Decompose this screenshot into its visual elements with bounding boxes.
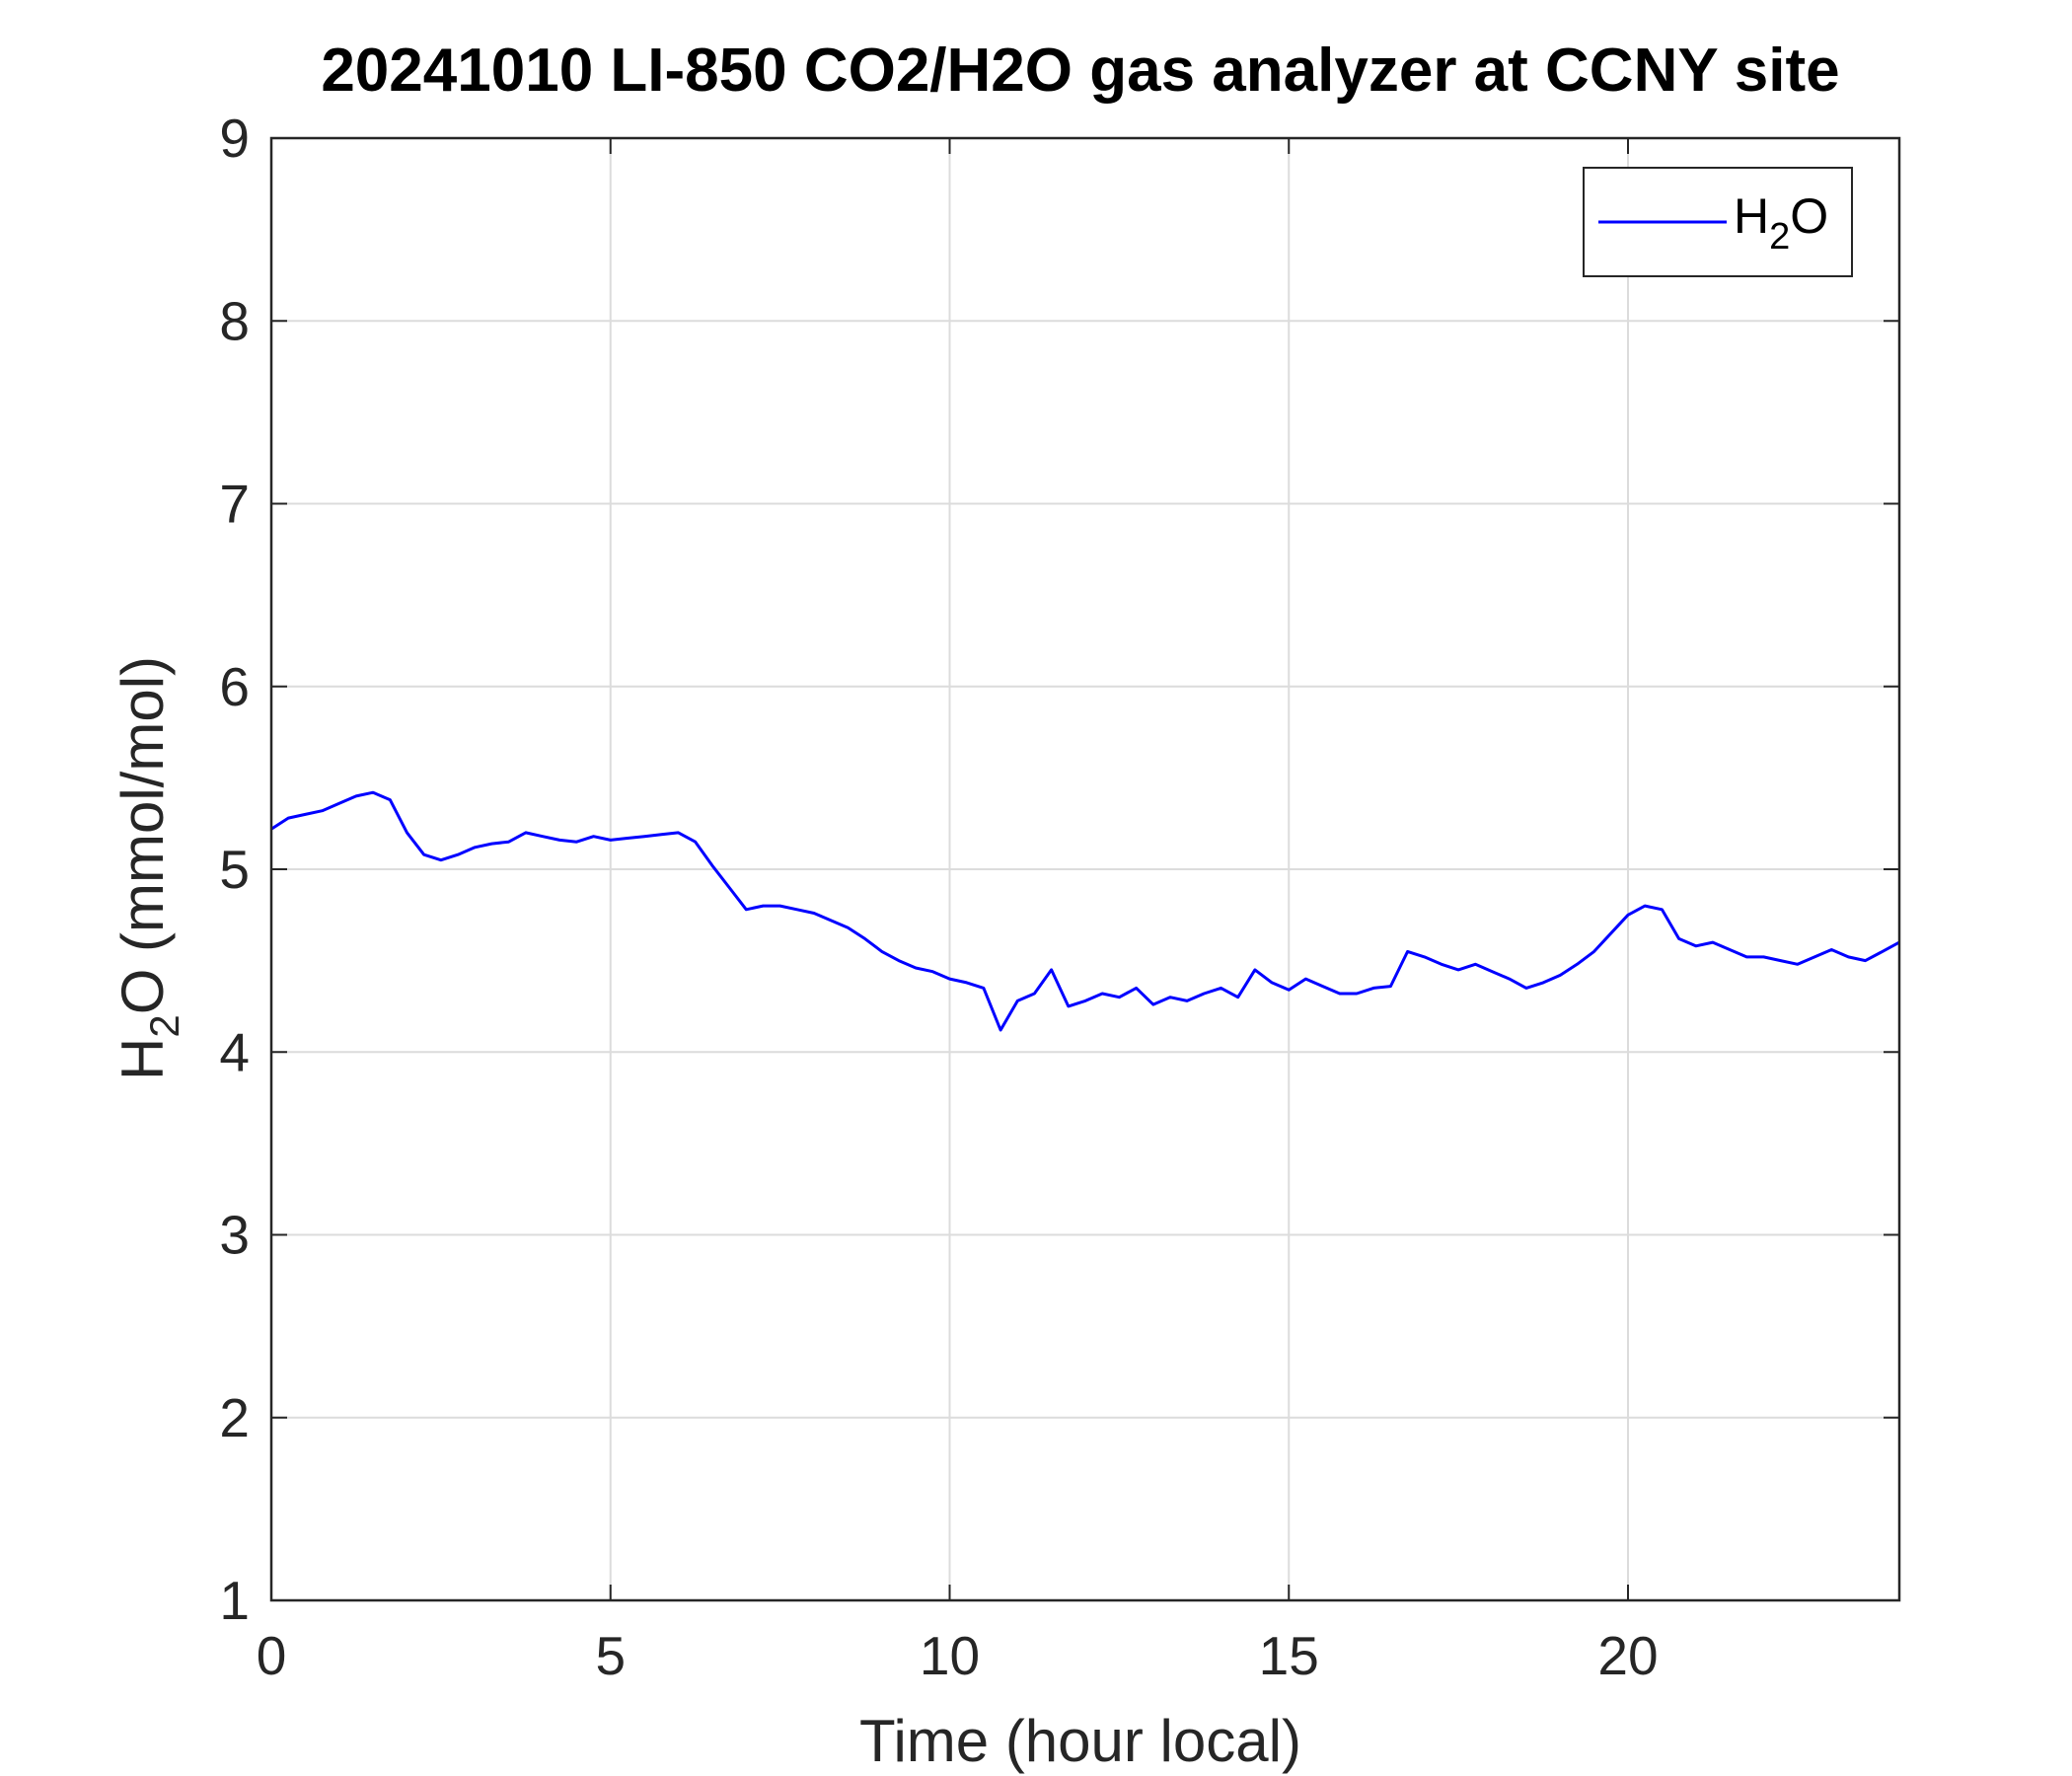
y-tick-label: 5 [219,839,250,900]
ticks [270,137,1899,1601]
y-axis-label-main: H [110,1038,176,1080]
legend-label-subscript: 2 [1769,216,1790,258]
y-tick-label: 6 [219,656,250,717]
y-tick-label: 8 [219,290,250,351]
legend: H2O [1583,167,1853,277]
x-tick-label: 15 [1259,1625,1319,1686]
y-tick-label: 3 [219,1205,250,1266]
chart-title: 20241010 LI-850 CO2/H2O gas analyzer at … [321,37,1839,105]
x-tick-label: 10 [920,1625,980,1686]
y-axis-label: H2O (mmol/mol) [110,656,187,1080]
series-layer [270,790,1900,1032]
x-tick-label: 5 [595,1625,626,1686]
legend-label-main: H [1734,188,1769,244]
tick-labels: 0 5 10 15 20 1 2 3 4 5 6 7 8 9 [219,108,1658,1686]
y-tick-label: 4 [219,1021,250,1082]
legend-label: H2O [1734,188,1828,258]
x-axis-label: Time (hour local) [859,1708,1301,1774]
y-tick-label: 7 [219,474,250,535]
x-tick-label: 0 [257,1625,287,1686]
y-tick-label: 9 [219,108,250,169]
y-axis-label-subscript: 2 [141,1014,187,1037]
h2o-series-line [270,790,1900,1032]
grid [271,138,1899,1600]
x-tick-label: 20 [1597,1625,1658,1686]
y-tick-label: 1 [219,1570,250,1631]
y-axis-label-rest: O (mmol/mol) [110,656,176,1014]
y-tick-label: 2 [219,1387,250,1448]
legend-label-rest: O [1790,188,1828,244]
